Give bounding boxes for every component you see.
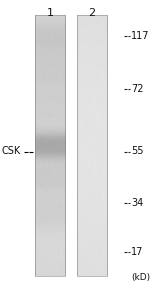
Text: CSK: CSK: [2, 146, 21, 157]
Bar: [35, 15, 65, 276]
Text: 17: 17: [131, 247, 143, 257]
Text: 117: 117: [131, 31, 150, 41]
Bar: [77, 15, 107, 276]
Text: 1: 1: [47, 8, 54, 17]
Text: (kD): (kD): [131, 273, 150, 282]
Text: 2: 2: [88, 8, 95, 17]
Text: 72: 72: [131, 83, 144, 94]
Text: 55: 55: [131, 146, 144, 157]
Text: 34: 34: [131, 197, 143, 208]
